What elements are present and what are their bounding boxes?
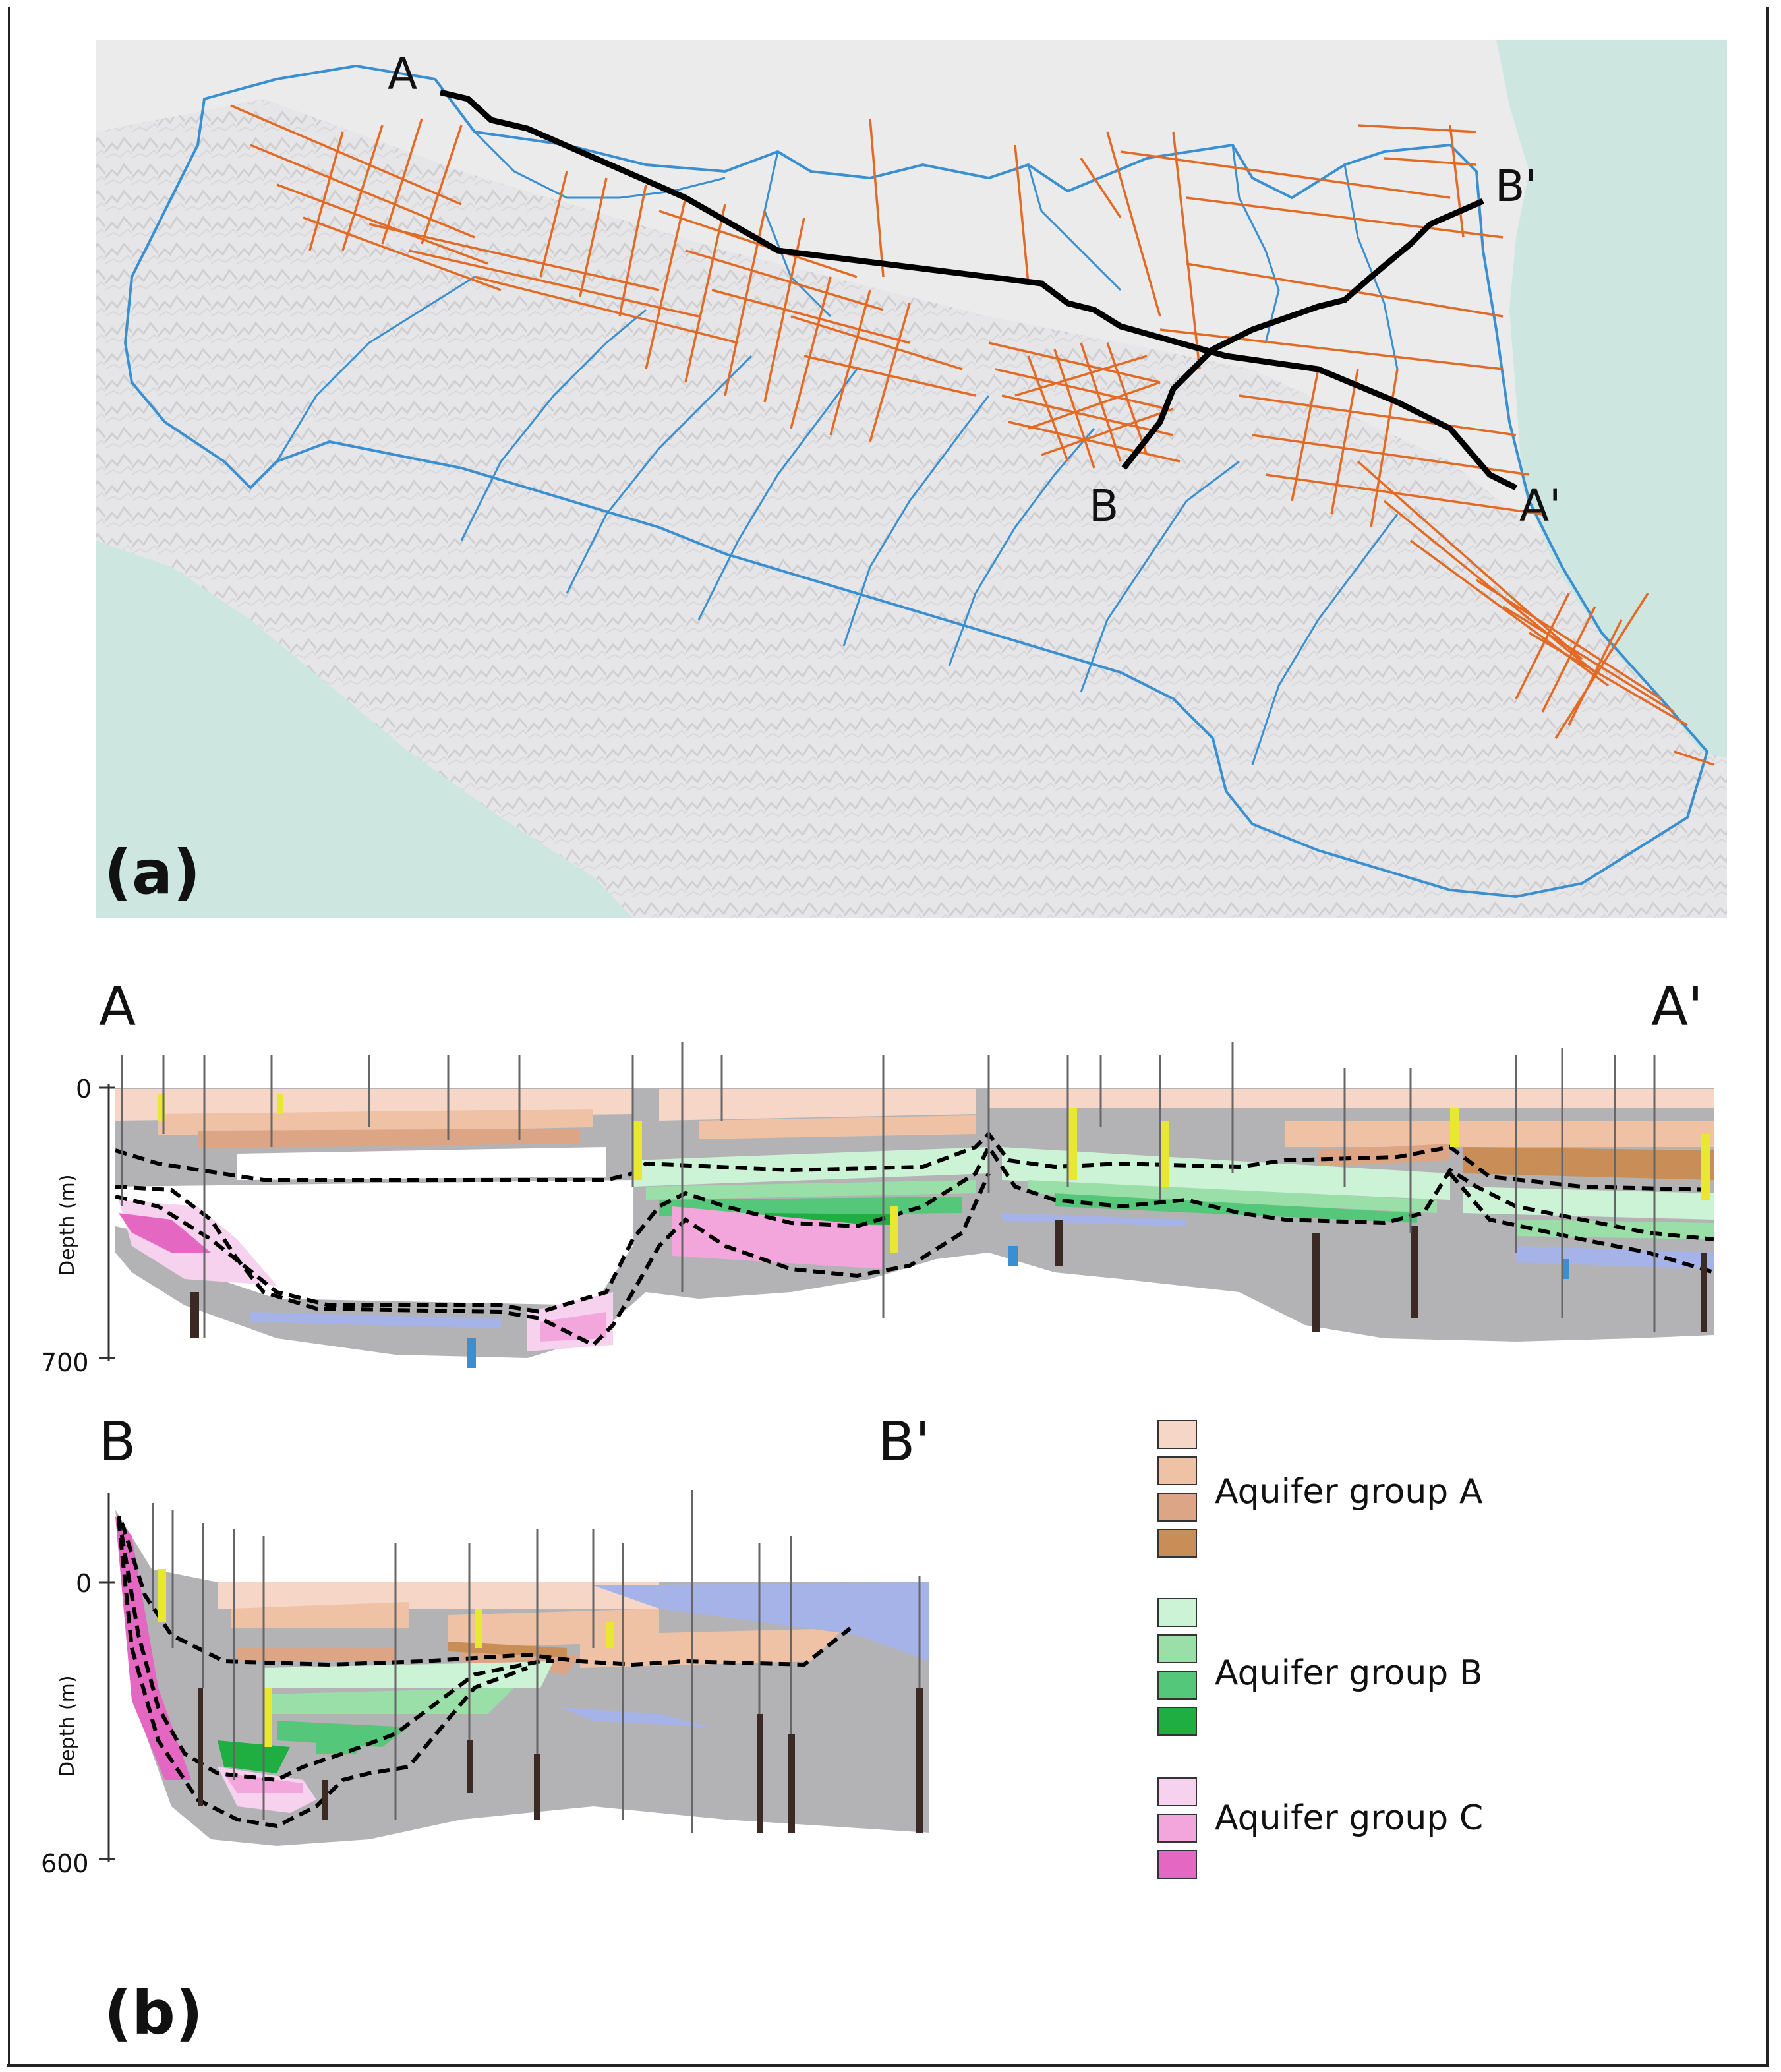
section-AA-tick-bottom: 700	[41, 1348, 89, 1377]
section-AA-label-end: A'	[1651, 976, 1703, 1038]
section-BB-wells	[198, 1688, 923, 1833]
legend-group-A: Aquifer group A	[1157, 1420, 1483, 1558]
map-label-B: B	[1089, 481, 1119, 531]
map-sea-tyrrhenian	[96, 541, 633, 918]
map-sea-adriatic	[1496, 40, 1727, 758]
legend-swatch	[1157, 1671, 1197, 1700]
legend-label-C: Aquifer group C	[1215, 1798, 1483, 1838]
legend-label-B: Aquifer group B	[1215, 1653, 1483, 1693]
legend-swatch	[1157, 1420, 1197, 1449]
section-trace-BB	[1121, 198, 1484, 470]
legend-swatch	[1157, 1456, 1197, 1485]
section-AA-axis-label: Depth (m)	[56, 1174, 79, 1276]
map-seismic-lines	[230, 104, 1714, 766]
legend-swatch	[1157, 1598, 1197, 1627]
section-AA-tick-top: 0	[76, 1075, 92, 1104]
section-BB-axis-label: Depth (m)	[56, 1675, 79, 1777]
legend-group-B: Aquifer group B	[1157, 1598, 1483, 1736]
figure-border-bottom	[7, 2064, 1769, 2067]
section-AA-wells	[190, 1220, 1707, 1338]
section-BB-tick-bottom: 600	[41, 1849, 89, 1878]
map-label-A-prime: A'	[1519, 481, 1561, 531]
panel-label-b: (b)	[104, 1978, 203, 2048]
legend-swatch	[1157, 1777, 1197, 1806]
legend-swatch	[1157, 1529, 1197, 1558]
section-BB-well-sticks	[152, 1490, 921, 1833]
map-label-B-prime: B'	[1495, 161, 1536, 212]
aquifer-legend: Aquifer group A Aquifer group B Aquifer …	[1157, 1420, 1483, 1879]
legend-swatch	[1157, 1493, 1197, 1522]
map-label-A: A	[388, 49, 417, 100]
cross-section-BB: B B' 0 600 Depth (m)	[41, 1411, 930, 1878]
map-rivers	[276, 131, 1399, 765]
legend-group-C: Aquifer group C	[1157, 1777, 1483, 1879]
legend-swatch	[1157, 1707, 1197, 1736]
map-region-boundary	[123, 64, 1709, 899]
figure-border-right	[1766, 7, 1769, 2067]
map-panel: A A' B B' (a)	[96, 40, 1727, 918]
legend-label-A: Aquifer group A	[1215, 1472, 1483, 1512]
section-trace-AA	[439, 89, 1518, 491]
legend-swatch	[1157, 1634, 1197, 1663]
section-BB-tick-top: 0	[76, 1569, 92, 1598]
map-relief-apennines	[96, 99, 1727, 918]
cross-section-AA: A A' 0 700 Depth (m)	[41, 976, 1714, 1377]
panel-label-a: (a)	[104, 837, 200, 908]
legend-swatch	[1157, 1814, 1197, 1843]
figure-border-left	[8, 7, 10, 2067]
section-AA-well-sticks	[121, 1042, 1656, 1338]
legend-swatch	[1157, 1850, 1197, 1879]
section-BB-label-start: B	[99, 1411, 136, 1473]
section-BB-label-end: B'	[878, 1411, 930, 1473]
section-AA-label-start: A	[99, 976, 136, 1038]
